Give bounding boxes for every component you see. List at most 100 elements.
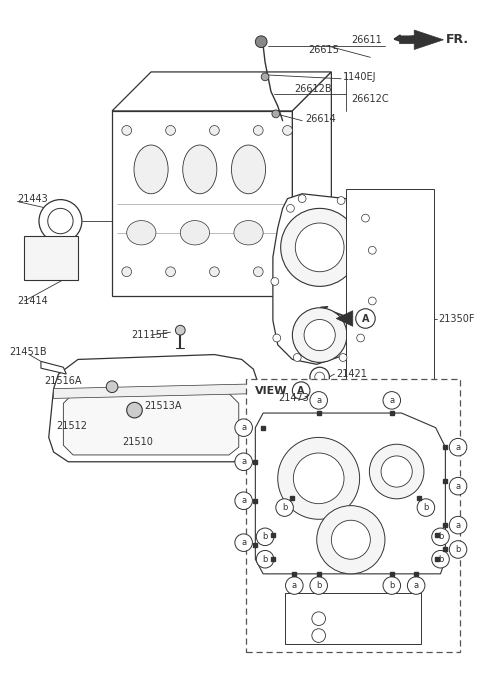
Circle shape xyxy=(256,550,274,568)
Text: FR.: FR. xyxy=(446,33,469,46)
Circle shape xyxy=(304,320,335,351)
Circle shape xyxy=(210,267,219,276)
Text: b: b xyxy=(263,532,268,541)
Text: VIEW: VIEW xyxy=(255,385,288,395)
Circle shape xyxy=(312,629,325,642)
Bar xyxy=(246,379,460,652)
Text: b: b xyxy=(316,631,322,640)
Circle shape xyxy=(253,267,263,276)
Circle shape xyxy=(449,438,467,456)
Text: 21513A: 21513A xyxy=(144,402,182,411)
Circle shape xyxy=(383,391,400,409)
Polygon shape xyxy=(49,355,258,462)
Circle shape xyxy=(48,208,73,234)
Text: b: b xyxy=(423,503,429,512)
Text: 21350F: 21350F xyxy=(439,314,475,324)
Circle shape xyxy=(337,197,345,204)
Circle shape xyxy=(381,456,412,487)
Polygon shape xyxy=(41,362,66,374)
Circle shape xyxy=(361,214,370,222)
Circle shape xyxy=(417,499,435,516)
Circle shape xyxy=(295,223,344,272)
Text: a: a xyxy=(241,423,246,432)
Circle shape xyxy=(310,577,327,594)
Text: a: a xyxy=(414,581,419,590)
Text: a: a xyxy=(456,443,461,452)
Text: 21473: 21473 xyxy=(278,393,309,404)
Text: a: a xyxy=(241,457,246,466)
Text: b: b xyxy=(263,555,268,564)
Text: b: b xyxy=(389,581,395,590)
Circle shape xyxy=(127,402,142,418)
Circle shape xyxy=(235,534,252,552)
Bar xyxy=(346,189,434,384)
Polygon shape xyxy=(292,257,331,296)
Circle shape xyxy=(281,208,359,287)
Circle shape xyxy=(166,126,175,135)
Text: 26614: 26614 xyxy=(305,114,336,124)
Circle shape xyxy=(293,453,344,504)
Circle shape xyxy=(39,199,82,243)
Circle shape xyxy=(356,309,375,329)
Circle shape xyxy=(293,354,301,362)
Text: 26615: 26615 xyxy=(308,45,339,55)
Circle shape xyxy=(292,308,347,362)
Circle shape xyxy=(315,372,324,382)
Circle shape xyxy=(370,444,424,499)
Circle shape xyxy=(432,550,449,568)
Circle shape xyxy=(310,367,329,387)
Text: 21510: 21510 xyxy=(122,437,153,448)
Ellipse shape xyxy=(231,145,265,194)
Ellipse shape xyxy=(127,220,156,245)
Circle shape xyxy=(383,577,400,594)
Text: 26612B: 26612B xyxy=(294,84,332,93)
Circle shape xyxy=(339,354,347,362)
Circle shape xyxy=(408,577,425,594)
Circle shape xyxy=(271,278,279,285)
Circle shape xyxy=(449,516,467,534)
Text: 21421: 21421 xyxy=(336,369,367,379)
Text: 21414: 21414 xyxy=(18,296,48,306)
Text: 21512: 21512 xyxy=(57,420,87,431)
Polygon shape xyxy=(273,194,375,364)
Text: a: a xyxy=(316,614,321,623)
Ellipse shape xyxy=(234,220,263,245)
Text: a: a xyxy=(241,496,246,505)
Polygon shape xyxy=(255,413,445,574)
Circle shape xyxy=(235,492,252,510)
Text: 21451B: 21451B xyxy=(10,347,48,357)
Circle shape xyxy=(272,110,280,118)
Text: b: b xyxy=(282,503,287,512)
Circle shape xyxy=(253,126,263,135)
Bar xyxy=(24,236,78,279)
Circle shape xyxy=(255,36,267,47)
Polygon shape xyxy=(112,72,331,111)
Ellipse shape xyxy=(180,220,210,245)
Circle shape xyxy=(122,126,132,135)
Text: 1140EJ: 1140EJ xyxy=(343,72,376,82)
Text: b: b xyxy=(438,555,443,564)
Text: b: b xyxy=(438,532,443,541)
Circle shape xyxy=(175,325,185,335)
Text: 1140ER: 1140ER xyxy=(370,631,404,640)
Ellipse shape xyxy=(134,145,168,194)
Circle shape xyxy=(166,267,175,276)
Text: a: a xyxy=(292,581,297,590)
Text: a: a xyxy=(241,538,246,547)
Text: b: b xyxy=(456,545,461,554)
Polygon shape xyxy=(292,72,331,296)
Text: 26612C: 26612C xyxy=(351,94,388,104)
Circle shape xyxy=(368,246,376,254)
Bar xyxy=(285,594,421,644)
Text: 21516A: 21516A xyxy=(44,376,81,386)
Circle shape xyxy=(283,267,292,276)
Circle shape xyxy=(432,528,449,546)
Text: a: a xyxy=(389,396,395,405)
Circle shape xyxy=(210,126,219,135)
Ellipse shape xyxy=(183,145,217,194)
Circle shape xyxy=(256,528,274,546)
Text: b: b xyxy=(316,581,322,590)
Circle shape xyxy=(310,391,327,409)
Circle shape xyxy=(273,334,281,342)
Polygon shape xyxy=(399,30,444,49)
